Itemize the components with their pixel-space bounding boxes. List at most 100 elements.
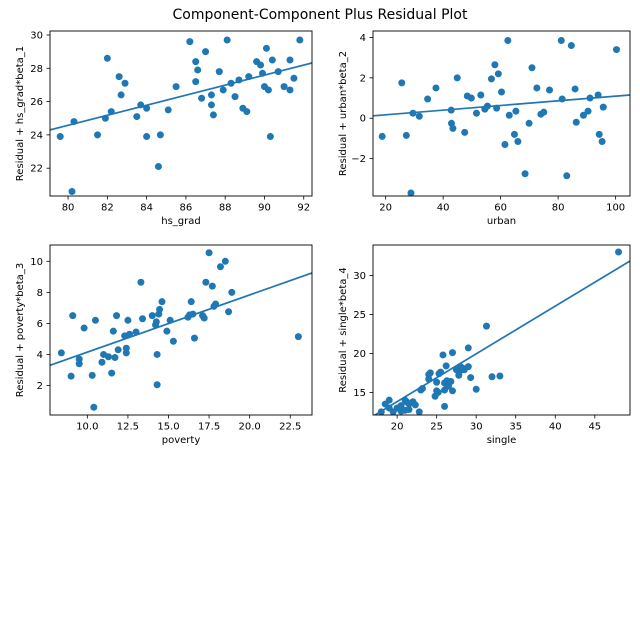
scatter-point xyxy=(405,406,413,414)
x-tick-label: 20 xyxy=(391,422,404,433)
scatter-point xyxy=(491,61,499,69)
x-tick-label: 60 xyxy=(494,203,507,214)
scatter-point xyxy=(449,124,457,132)
scatter-point xyxy=(88,371,96,379)
scatter-point xyxy=(231,93,239,101)
scatter-point xyxy=(221,257,229,265)
scatter-point xyxy=(425,375,433,383)
scatter-point xyxy=(94,131,102,139)
scatter-point xyxy=(115,73,123,81)
scatter-point xyxy=(528,64,536,72)
x-tick-label: 84 xyxy=(140,203,153,214)
scatter-point xyxy=(208,282,216,290)
scatter-point xyxy=(186,38,194,46)
y-tick-label: 22 xyxy=(30,164,43,175)
scatter-point xyxy=(153,350,161,358)
x-tick-label: 90 xyxy=(258,203,271,214)
scatter-point xyxy=(432,84,440,92)
scatter-point xyxy=(148,312,156,320)
scatter-point xyxy=(521,170,529,178)
y-tick-label: 10 xyxy=(30,257,43,268)
scatter-point xyxy=(286,86,294,94)
scatter-point xyxy=(418,384,426,392)
y-tick-label: 25 xyxy=(353,310,366,321)
x-tick-label: 35 xyxy=(509,422,522,433)
scatter-point xyxy=(243,108,251,116)
scatter-point xyxy=(540,108,548,116)
scatter-point xyxy=(579,111,587,119)
scatter-point xyxy=(56,133,64,141)
scatter-point xyxy=(599,103,607,111)
scatter-point xyxy=(103,54,111,62)
trend-line xyxy=(50,62,312,131)
scatter-point xyxy=(172,83,180,91)
y-tick-label: 4 xyxy=(37,350,43,361)
scatter-point xyxy=(143,104,151,112)
x-axis-label: hs_grad xyxy=(161,216,200,227)
x-tick-label: 20 xyxy=(379,203,392,214)
x-tick-label: 100 xyxy=(606,203,625,214)
y-tick-label: 30 xyxy=(30,30,43,41)
scatter-point xyxy=(472,109,480,117)
scatter-point xyxy=(257,61,265,69)
scatter-point xyxy=(453,74,461,82)
scatter-point xyxy=(286,56,294,64)
scatter-point xyxy=(90,403,98,411)
scatter-point xyxy=(207,101,215,109)
scatter-point xyxy=(109,327,117,335)
scatter-point xyxy=(546,86,554,94)
scatter-point xyxy=(209,111,217,119)
y-tick-label: 0 xyxy=(360,114,366,125)
x-tick-label: 40 xyxy=(437,203,450,214)
scatter-point xyxy=(377,408,385,415)
scatter-point xyxy=(557,36,565,44)
scatter-point xyxy=(433,378,441,386)
trend-line xyxy=(50,272,312,367)
scatter-point xyxy=(202,278,210,286)
scatter-point xyxy=(158,298,166,306)
scatter-point xyxy=(572,118,580,126)
x-tick-label: 12.5 xyxy=(117,422,139,433)
scatter-point xyxy=(121,79,129,87)
scatter-point xyxy=(139,315,147,323)
scatter-point xyxy=(612,46,620,54)
x-tick-label: 30 xyxy=(470,422,483,433)
scatter-point xyxy=(91,316,99,324)
scatter-point xyxy=(290,74,298,82)
scatter-point xyxy=(397,402,405,410)
scatter-point xyxy=(98,358,106,366)
scatter-point xyxy=(107,108,115,116)
scatter-point xyxy=(280,83,288,91)
y-tick-label: 24 xyxy=(30,130,43,141)
scatter-point xyxy=(207,91,215,99)
scatter-point xyxy=(132,328,140,336)
scatter-point xyxy=(501,141,509,149)
scatter-point xyxy=(402,131,410,139)
scatter-point xyxy=(409,109,417,117)
scatter-point xyxy=(192,78,200,86)
scatter-point xyxy=(154,163,162,171)
scatter-point xyxy=(467,374,475,382)
scatter-point xyxy=(411,401,419,409)
scatter-point xyxy=(510,130,518,138)
scatter-point xyxy=(398,79,406,87)
y-tick-label: 2 xyxy=(37,381,43,392)
scatter-point xyxy=(494,70,502,78)
y-tick-label: 28 xyxy=(30,64,43,75)
x-axis-label: poverty xyxy=(162,435,201,446)
y-tick-label: 30 xyxy=(353,271,366,282)
scatter-point xyxy=(615,248,623,256)
scatter-point xyxy=(464,344,472,352)
scatter-point xyxy=(187,298,195,306)
scatter-point xyxy=(163,327,171,335)
scatter-point xyxy=(447,106,455,114)
y-tick-label: −2 xyxy=(351,154,366,165)
scatter-point xyxy=(595,130,603,138)
scatter-point xyxy=(104,353,112,361)
scatter-point xyxy=(245,73,253,81)
scatter-point xyxy=(525,119,533,127)
scatter-point xyxy=(558,95,566,103)
scatter-point xyxy=(567,42,575,50)
scatter-point xyxy=(70,118,78,126)
